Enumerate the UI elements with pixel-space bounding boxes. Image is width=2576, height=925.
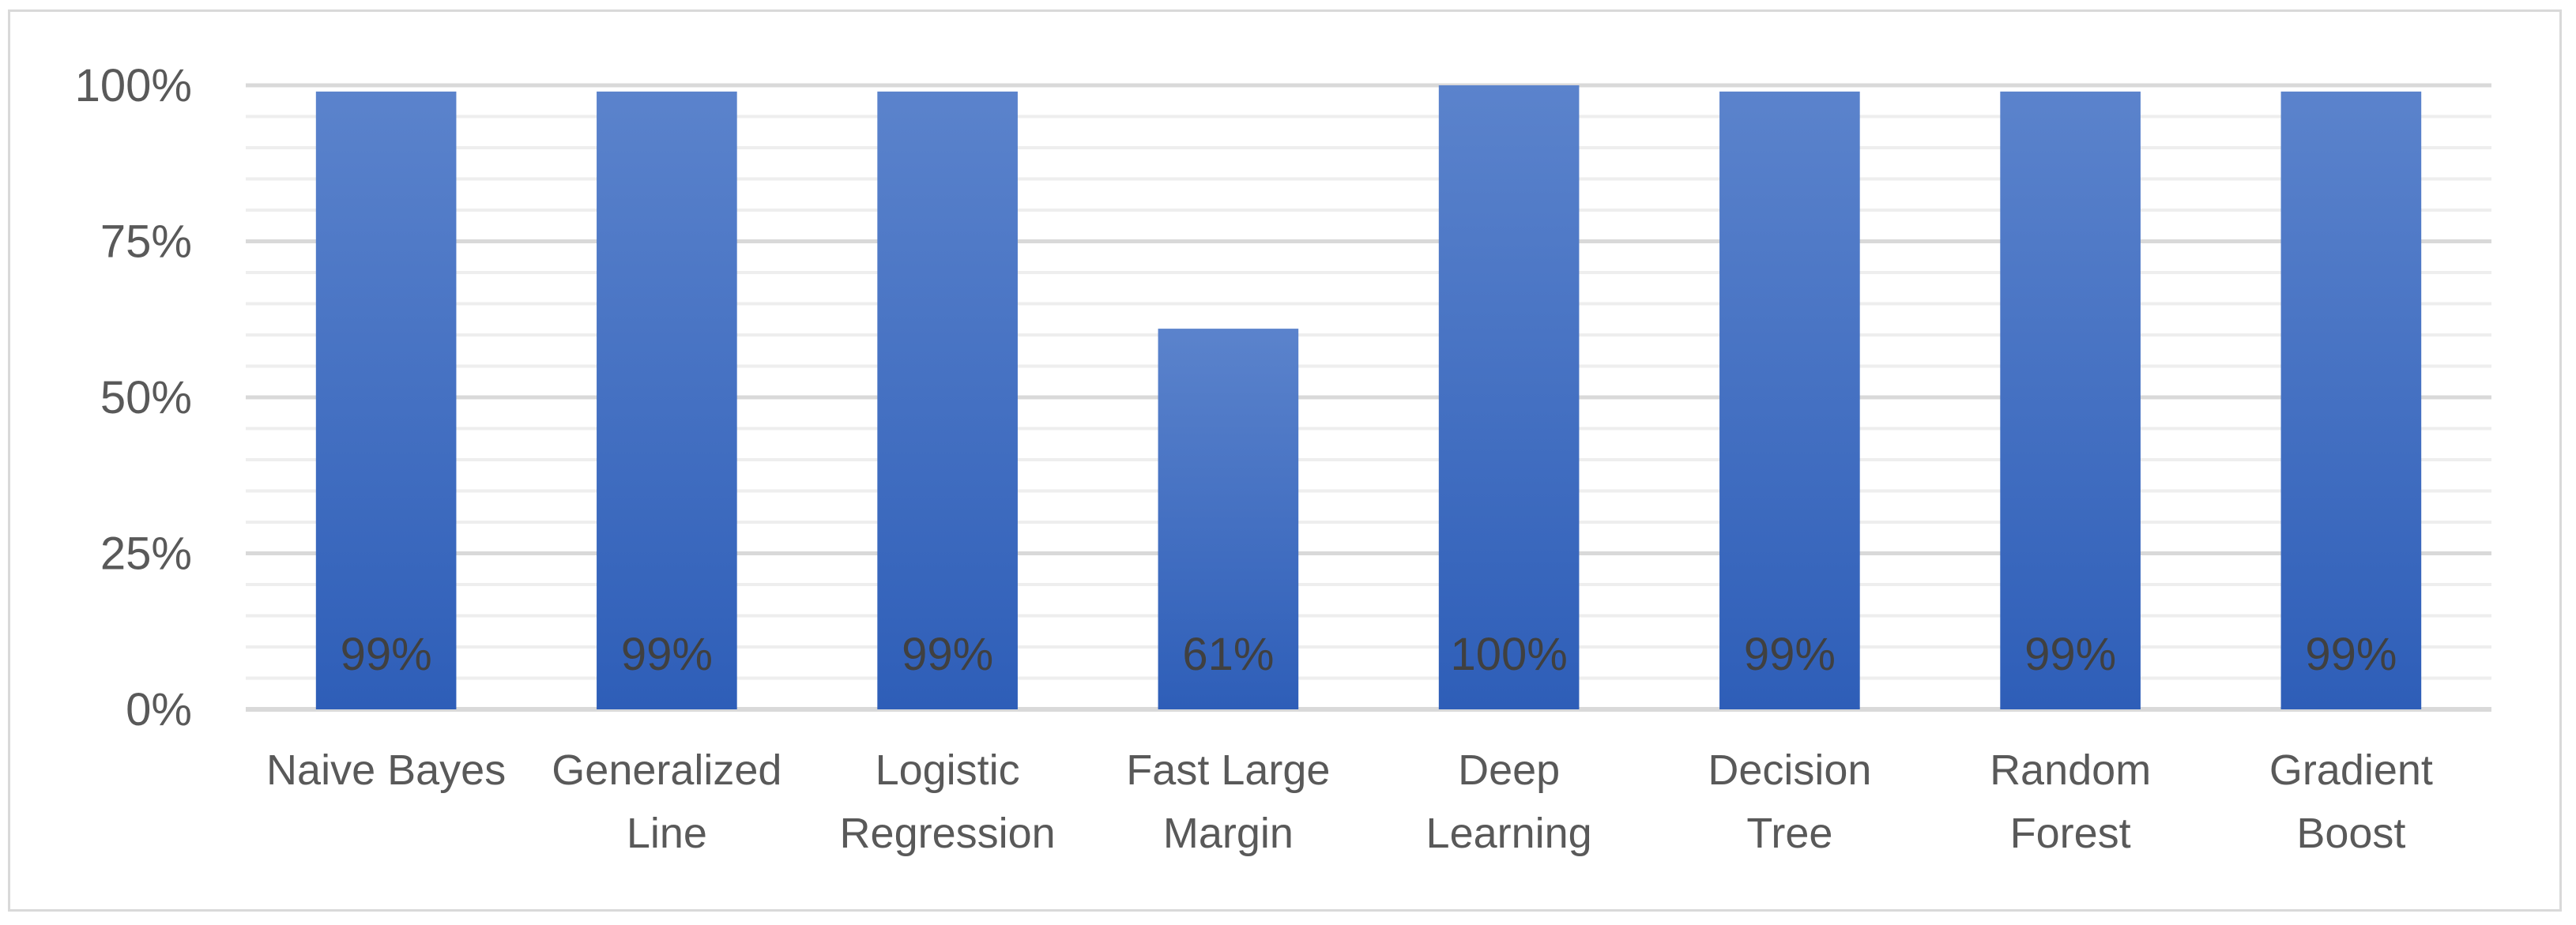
category-label: Decision: [1708, 746, 1871, 794]
y-axis-tick-labels: 0% 25% 50% 75% 100%: [75, 60, 192, 735]
category-label: Tree: [1746, 810, 1832, 857]
gridlines: [246, 83, 2491, 712]
data-label: 99%: [2024, 629, 2116, 680]
y-tick-label: 50%: [100, 372, 192, 423]
category-label: Margin: [1163, 810, 1294, 857]
chart-frame: 0% 25% 50% 75% 100% 99% 99% 99% 61% 100% 99% 99% 99…: [8, 9, 2562, 912]
data-label: 99%: [902, 629, 993, 680]
y-tick-label: 75%: [100, 216, 192, 268]
bar: [2280, 91, 2422, 709]
bar: [597, 91, 737, 709]
data-label: 61%: [1182, 629, 1274, 680]
data-label: 100%: [1450, 629, 1567, 680]
data-label: 99%: [341, 629, 432, 680]
category-label: Forest: [2010, 810, 2131, 857]
category-label: Generalized: [552, 746, 781, 794]
bar: [877, 91, 1018, 709]
category-label: Naive Bayes: [266, 746, 506, 794]
data-label: 99%: [621, 629, 713, 680]
category-label: Deep: [1458, 746, 1560, 794]
bar: [1158, 329, 1299, 709]
category-label: Line: [627, 810, 707, 857]
category-label: Learning: [1426, 810, 1592, 857]
category-label: Fast Large: [1126, 746, 1330, 794]
bars: [315, 85, 2422, 709]
y-tick-label: 25%: [100, 528, 192, 580]
bar-chart: 0%25%50%75%100% 99% 99% 99% 61% 100% 99% 99% 99…: [75, 60, 2491, 857]
category-label: Regression: [840, 810, 1056, 857]
bar: [1438, 85, 1580, 709]
data-label: 99%: [2305, 629, 2397, 680]
category-label: Random: [1990, 746, 2151, 794]
category-label: Gradient: [2269, 746, 2433, 794]
category-label: Boost: [2296, 810, 2405, 857]
data-labels: 99% 99% 99% 61% 100% 99% 99% 99%: [341, 629, 2397, 680]
y-tick-label: 100%: [75, 60, 192, 111]
y-tick-label: 0%: [126, 684, 192, 735]
category-label: Logistic: [876, 746, 1020, 794]
bar: [2000, 91, 2141, 709]
bar: [315, 91, 457, 709]
data-label: 99%: [1744, 629, 1836, 680]
x-axis-category-labels: Naive Bayes Generalized Line Logistic Regres…: [266, 746, 2433, 857]
bar: [1719, 91, 1860, 709]
